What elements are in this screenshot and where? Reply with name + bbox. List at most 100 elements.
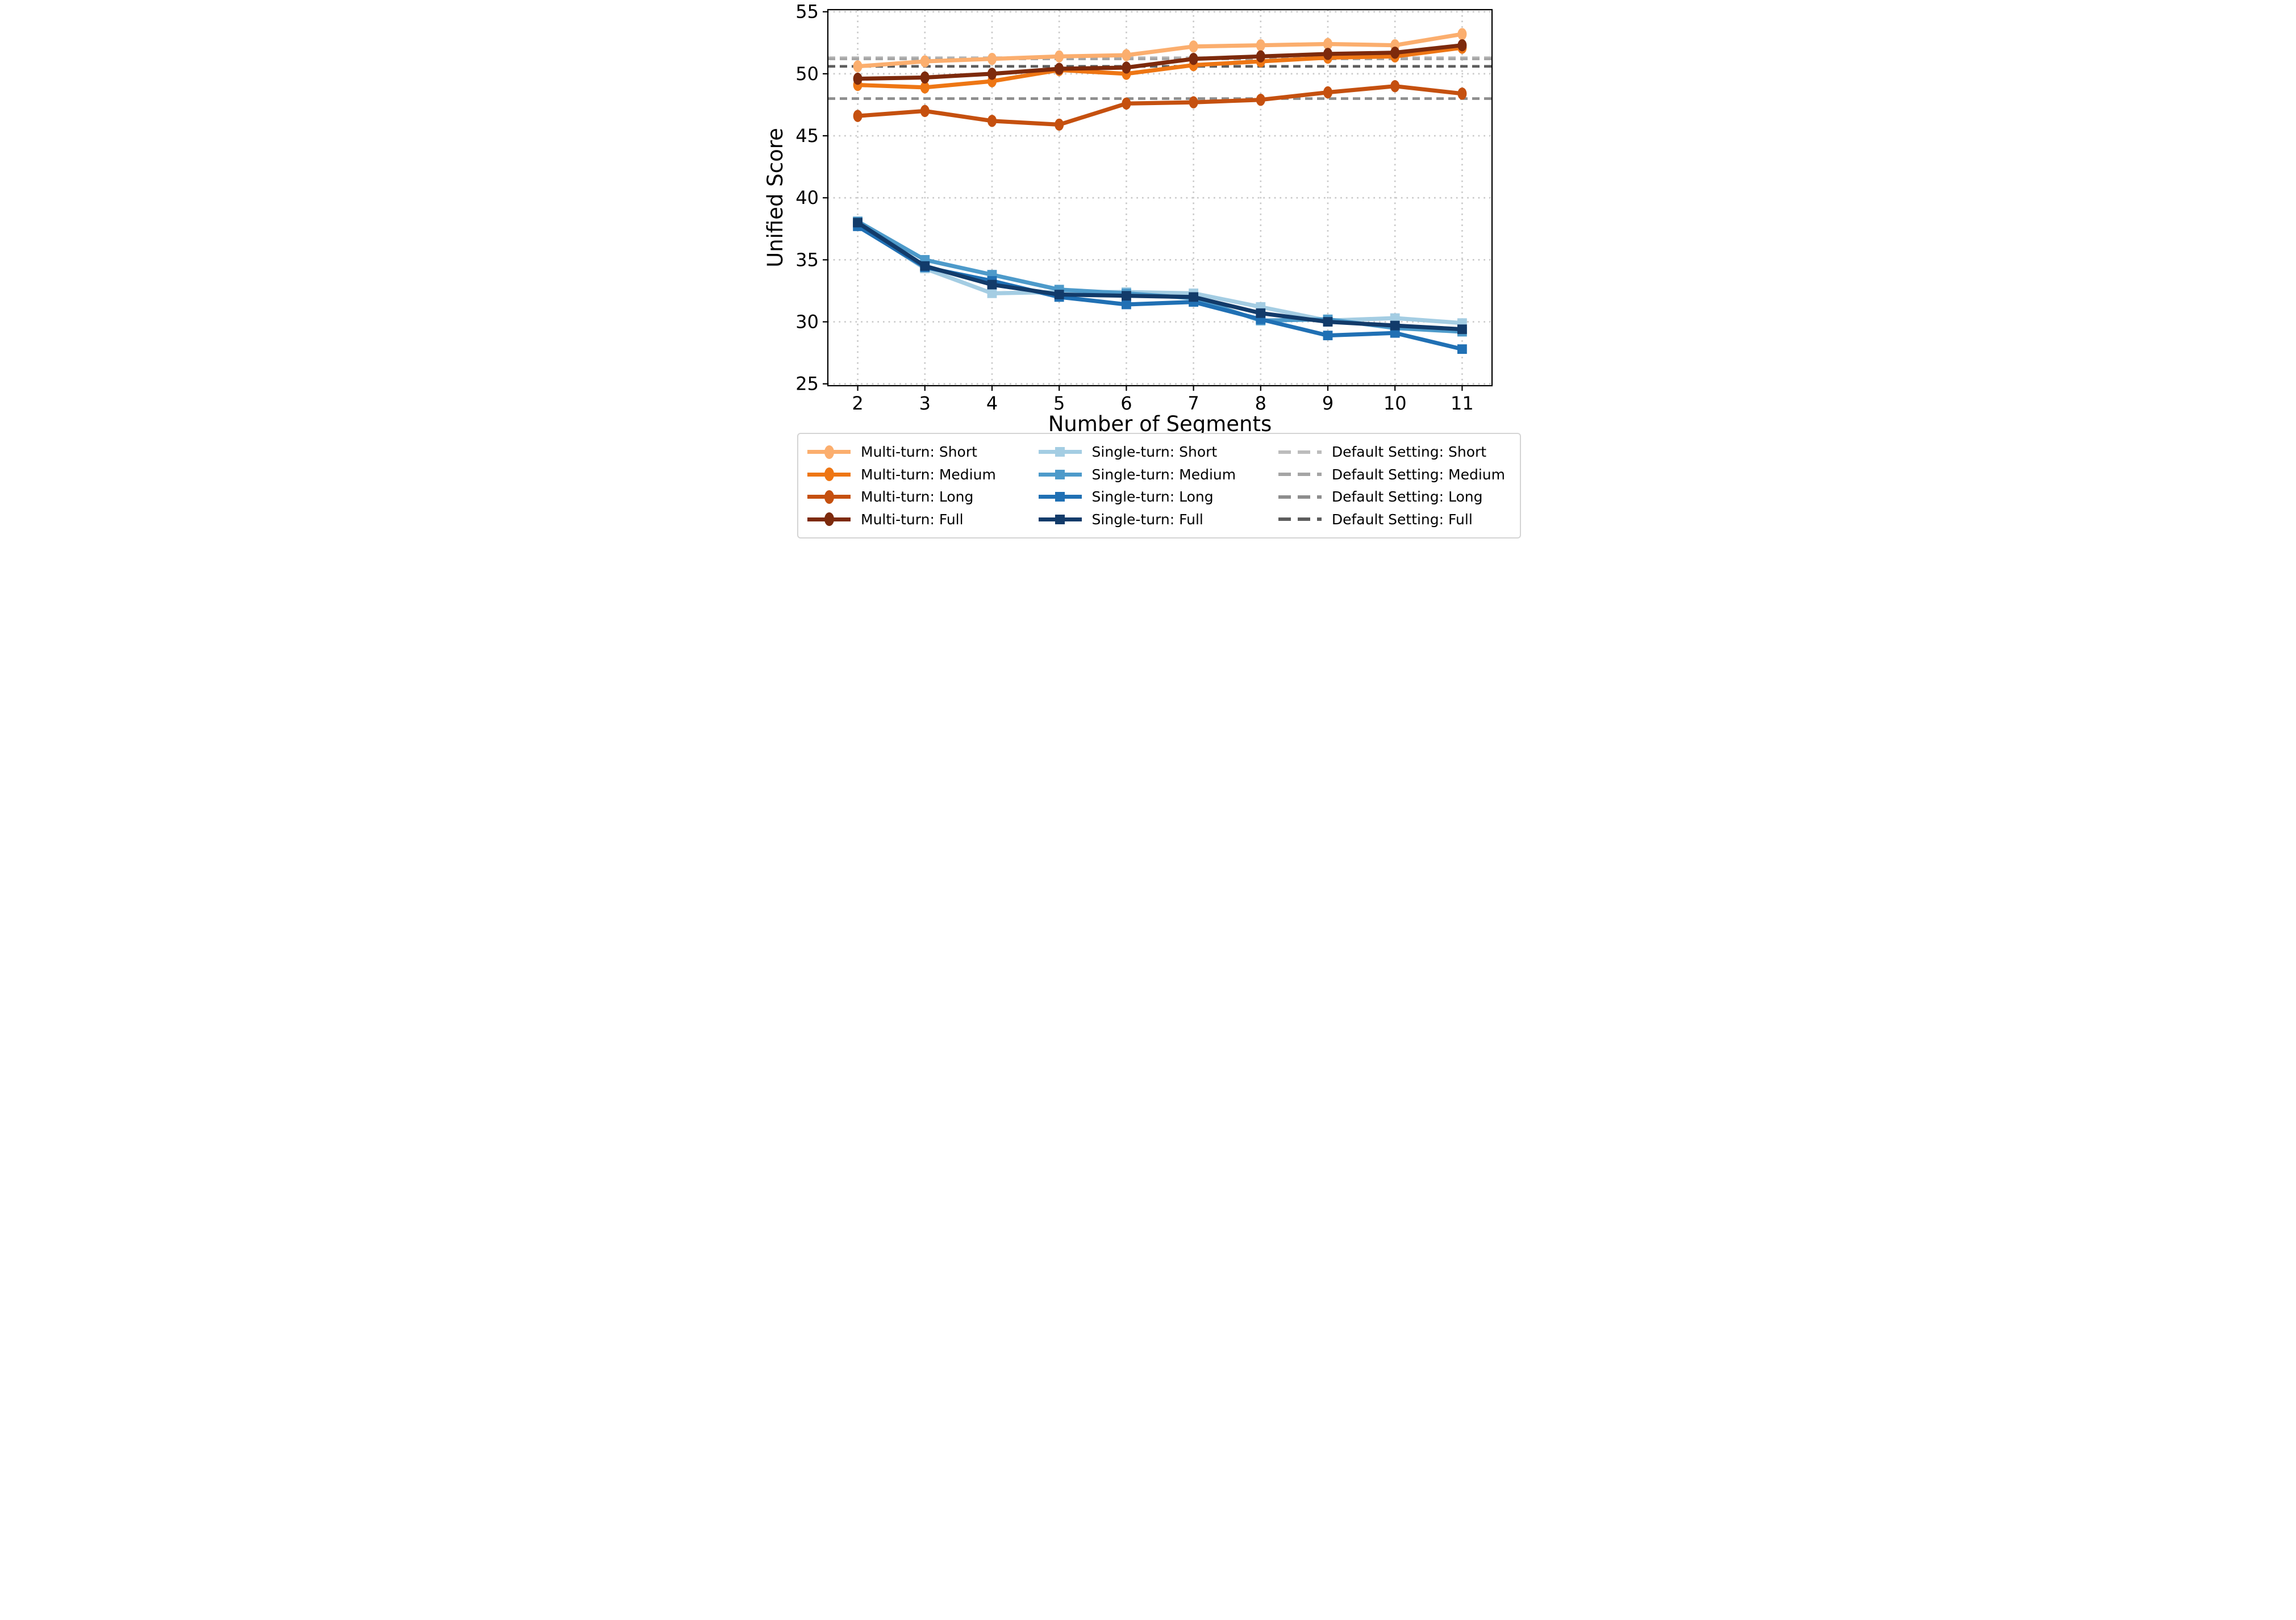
x-tick-label-8: 8 — [1255, 393, 1266, 414]
single-turn-short-square-icon — [1038, 445, 1082, 459]
x-tick-label-5: 5 — [1053, 393, 1065, 414]
legend: Multi-turn: Short Multi-turn: Medium Multi… — [797, 433, 1521, 538]
x-tick-label-2: 2 — [852, 393, 863, 414]
legend-label: Default Setting: Long — [1331, 488, 1483, 506]
multi-turn-medium-point-x3 — [920, 81, 930, 94]
single-turn-long-point-x11 — [1457, 344, 1467, 354]
multi-turn-long-point-x5 — [1055, 118, 1064, 131]
single-turn-full-point-x8 — [1256, 308, 1266, 318]
legend-column-dash: Default Setting: Short Default Setting: M… — [1278, 440, 1505, 532]
multi-turn-short-point-x4 — [987, 52, 997, 65]
single-turn-medium-square-icon — [1038, 467, 1082, 481]
multi-turn-short-point-x2 — [853, 60, 862, 73]
figure: 25 30 35 40 45 50 55 2 3 4 5 6 7 8 9 10 11 Number of Segm… — [765, 0, 1531, 540]
multi-turn-long-point-x11 — [1457, 87, 1467, 100]
x-tick-label-4: 4 — [986, 393, 998, 414]
single-turn-long-line — [856, 224, 1463, 352]
multi-turn-short-point-x3 — [920, 55, 930, 68]
y-tick-label-45: 45 — [795, 125, 819, 147]
multi-turn-medium-line — [857, 45, 1462, 90]
single-turn-long-point-x9 — [1323, 331, 1333, 340]
legend-item-default-setting-long: Default Setting: Long — [1278, 486, 1505, 508]
legend-label: Default Setting: Full — [1331, 511, 1473, 528]
legend-label: Single-turn: Medium — [1091, 466, 1236, 483]
multi-turn-short-line — [857, 32, 1462, 69]
y-tick-label-25: 25 — [795, 373, 819, 395]
multi-turn-long-point-x3 — [920, 105, 930, 118]
single-turn-full-point-x3 — [920, 261, 930, 271]
y-tick-label-40: 40 — [795, 187, 819, 208]
single-turn-short-point-x10 — [1390, 313, 1400, 323]
legend-item-single-turn-medium: Single-turn: Medium — [1038, 464, 1236, 486]
legend-item-multi-turn-short: Multi-turn: Short — [807, 441, 996, 464]
multi-turn-full-point-x9 — [1323, 48, 1333, 60]
x-tick-label-3: 3 — [919, 393, 931, 414]
multi-turn-long-point-x10 — [1390, 80, 1400, 93]
multi-turn-full-point-x11 — [1457, 39, 1467, 52]
multi-turn-full-point-x8 — [1256, 50, 1265, 63]
multi-turn-long-point-x9 — [1323, 86, 1333, 99]
multi-turn-short-point-x8 — [1256, 39, 1265, 52]
multi-turn-long-circle-icon — [807, 490, 851, 504]
default-setting-medium-dash-icon — [1278, 467, 1322, 481]
legend-item-multi-turn-long: Multi-turn: Long — [807, 486, 996, 508]
single-turn-long-square-icon — [1038, 490, 1082, 504]
legend-column-square: Single-turn: Short Single-turn: Medium Sin… — [1038, 440, 1236, 532]
single-turn-full-point-x11 — [1457, 324, 1467, 335]
legend-label: Multi-turn: Medium — [861, 466, 996, 483]
x-tick-label-11: 11 — [1451, 393, 1474, 414]
y-tick-label-30: 30 — [795, 311, 819, 333]
legend-item-default-setting-medium: Default Setting: Medium — [1278, 464, 1505, 486]
legend-label: Multi-turn: Full — [861, 511, 964, 528]
legend-item-default-setting-short: Default Setting: Short — [1278, 441, 1505, 464]
legend-label: Multi-turn: Short — [861, 444, 977, 461]
legend-label: Default Setting: Short — [1331, 444, 1487, 461]
single-turn-full-point-x5 — [1054, 290, 1064, 299]
multi-turn-short-point-x5 — [1055, 50, 1064, 63]
legend-item-multi-turn-medium: Multi-turn: Medium — [807, 464, 996, 486]
multi-turn-full-point-x7 — [1189, 52, 1198, 65]
legend-label: Single-turn: Full — [1091, 511, 1203, 528]
x-tick-label-6: 6 — [1120, 393, 1132, 414]
single-turn-long-point-x10 — [1390, 328, 1400, 338]
multi-turn-short-point-x9 — [1323, 37, 1333, 51]
y-tick-label-35: 35 — [795, 249, 819, 270]
single-turn-long-point-x6 — [1121, 299, 1131, 310]
legend-item-single-turn-full: Single-turn: Full — [1038, 508, 1236, 531]
default-setting-long-dash-icon — [1278, 490, 1322, 504]
x-axis-label: Number of Segments — [1048, 412, 1272, 433]
multi-turn-full-point-x4 — [987, 68, 997, 80]
legend-item-multi-turn-full: Multi-turn: Full — [807, 508, 996, 531]
default-setting-short-dash-icon — [1278, 445, 1322, 459]
legend-label: Single-turn: Long — [1091, 488, 1214, 506]
multi-turn-full-point-x2 — [853, 72, 862, 85]
single-turn-full-point-x2 — [853, 218, 862, 228]
multi-turn-long-point-x8 — [1256, 94, 1265, 106]
legend-label: Multi-turn: Long — [861, 488, 974, 506]
multi-turn-long-point-x6 — [1122, 97, 1131, 110]
x-tick-label-10: 10 — [1384, 393, 1407, 414]
single-turn-short-line — [856, 223, 1462, 325]
single-turn-short-point-x4 — [987, 288, 997, 298]
multi-turn-long-line — [857, 84, 1462, 127]
single-turn-full-point-x7 — [1189, 292, 1198, 302]
y-tick-label-50: 50 — [795, 63, 819, 85]
multi-turn-long-point-x2 — [853, 110, 862, 122]
multi-turn-full-line — [857, 43, 1462, 81]
single-turn-full-square-icon — [1038, 512, 1082, 526]
multi-turn-full-circle-icon — [807, 512, 851, 527]
multi-turn-full-point-x10 — [1390, 47, 1400, 59]
multi-turn-full-point-x3 — [920, 71, 930, 84]
single-turn-full-point-x9 — [1323, 317, 1333, 327]
y-tick-label-55: 55 — [795, 1, 819, 23]
default-setting-full-dash-icon — [1278, 512, 1322, 526]
multi-turn-long-point-x4 — [987, 115, 997, 127]
multi-turn-full-point-x5 — [1055, 62, 1064, 75]
x-tick-label-9: 9 — [1322, 393, 1334, 414]
multi-turn-medium-circle-icon — [807, 467, 851, 482]
legend-label: Single-turn: Short — [1091, 444, 1218, 461]
legend-column-circle: Multi-turn: Short Multi-turn: Medium Multi… — [807, 440, 996, 532]
multi-turn-short-point-x7 — [1189, 40, 1198, 53]
y-axis-label: Unified Score — [765, 128, 787, 268]
